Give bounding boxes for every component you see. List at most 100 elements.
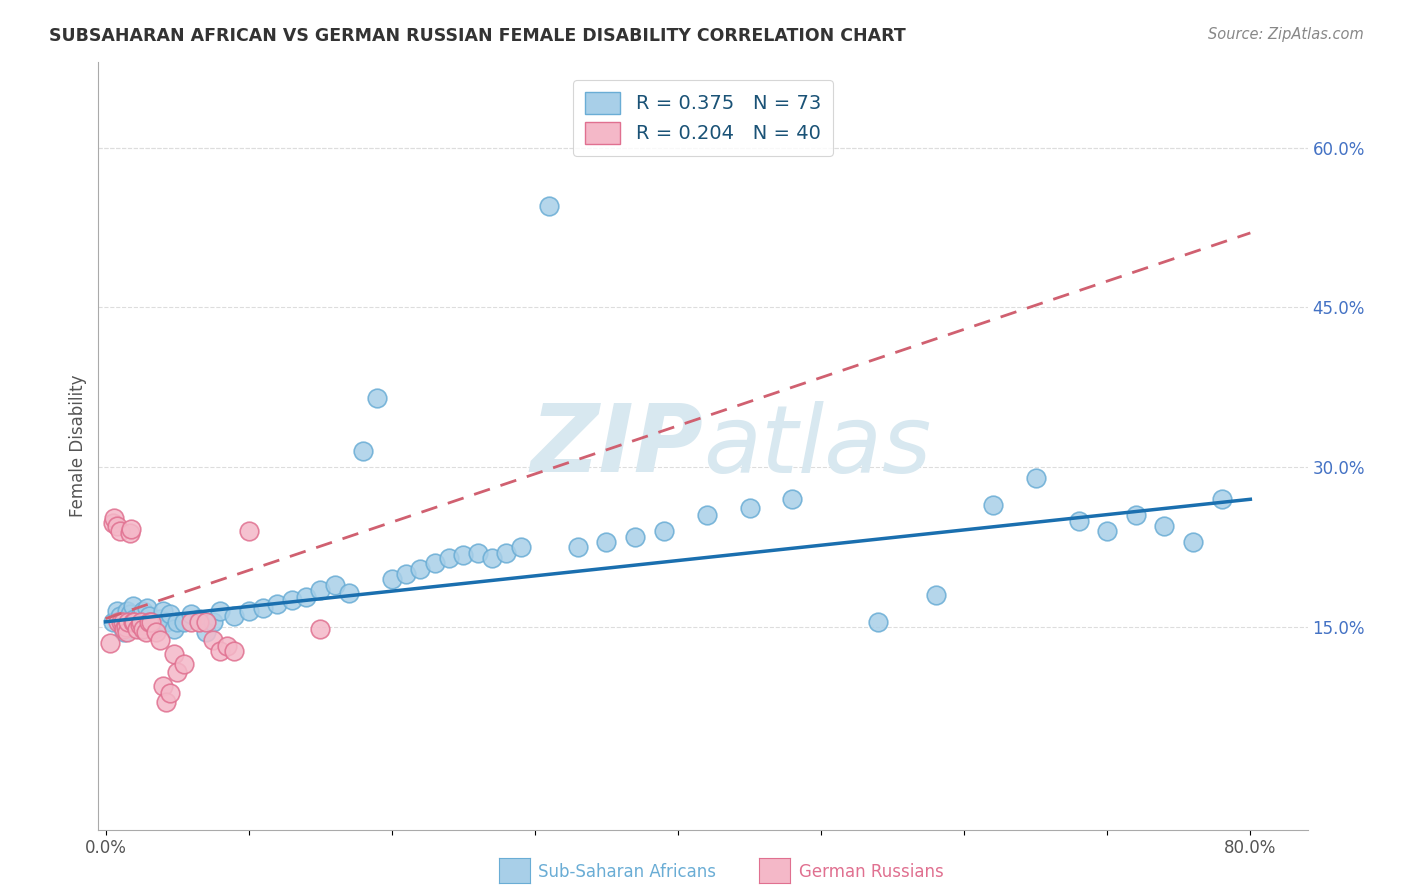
Point — [131, 622, 153, 636]
Point — [173, 657, 195, 672]
Point — [295, 591, 318, 605]
Point — [115, 604, 138, 618]
Point — [194, 625, 217, 640]
Point — [624, 530, 647, 544]
Point — [149, 632, 172, 647]
Point — [105, 519, 128, 533]
Point — [509, 540, 531, 554]
Text: ZIP: ZIP — [530, 400, 703, 492]
Point — [366, 391, 388, 405]
Legend: R = 0.375   N = 73, R = 0.204   N = 40: R = 0.375 N = 73, R = 0.204 N = 40 — [574, 79, 832, 156]
Point — [131, 615, 153, 629]
Text: Source: ZipAtlas.com: Source: ZipAtlas.com — [1208, 27, 1364, 42]
Text: German Russians: German Russians — [799, 863, 943, 881]
Point — [135, 625, 157, 640]
Point — [481, 550, 503, 565]
Point — [1067, 514, 1090, 528]
Point — [163, 622, 186, 636]
Point — [209, 604, 232, 618]
Point — [101, 615, 124, 629]
Point — [132, 604, 155, 618]
Point — [112, 622, 135, 636]
Point — [138, 615, 160, 629]
Point — [453, 548, 475, 562]
Point — [180, 607, 202, 622]
Point — [125, 622, 148, 636]
Point — [1025, 471, 1047, 485]
Point — [238, 524, 260, 539]
Point — [149, 612, 172, 626]
Point — [395, 566, 418, 581]
Point — [696, 508, 718, 523]
Text: Sub-Saharan Africans: Sub-Saharan Africans — [538, 863, 717, 881]
Point — [141, 615, 163, 629]
Point — [121, 615, 143, 629]
Point — [159, 607, 181, 622]
Point — [122, 612, 145, 626]
Point — [538, 199, 561, 213]
Point — [111, 615, 134, 629]
Y-axis label: Female Disability: Female Disability — [69, 375, 87, 517]
Point — [924, 588, 946, 602]
Point — [120, 522, 142, 536]
Point — [595, 535, 617, 549]
Point — [337, 586, 360, 600]
Point — [115, 625, 138, 640]
Point — [217, 640, 239, 654]
Point — [981, 498, 1004, 512]
Point — [155, 695, 177, 709]
Point — [118, 526, 141, 541]
Point — [108, 524, 131, 539]
Point — [1153, 519, 1175, 533]
Point — [352, 444, 374, 458]
Point — [224, 643, 246, 657]
Point — [495, 545, 517, 559]
Point — [224, 609, 246, 624]
Point — [105, 604, 128, 618]
Point — [129, 618, 152, 632]
Point — [145, 625, 167, 640]
Text: SUBSAHARAN AFRICAN VS GERMAN RUSSIAN FEMALE DISABILITY CORRELATION CHART: SUBSAHARAN AFRICAN VS GERMAN RUSSIAN FEM… — [49, 27, 905, 45]
Point — [120, 616, 142, 631]
Text: atlas: atlas — [703, 401, 931, 491]
Point — [117, 612, 139, 626]
Point — [238, 604, 260, 618]
Point — [187, 615, 209, 629]
Point — [252, 601, 274, 615]
Point — [280, 593, 302, 607]
Point — [129, 609, 152, 624]
Point — [868, 615, 890, 629]
Point — [209, 643, 232, 657]
Point — [117, 615, 139, 629]
Point — [173, 615, 195, 629]
Point — [143, 622, 166, 636]
Point — [125, 615, 148, 629]
Point — [437, 550, 460, 565]
Point — [112, 625, 135, 640]
Point — [567, 540, 589, 554]
Point — [101, 516, 124, 530]
Point — [166, 615, 188, 629]
Point — [782, 492, 804, 507]
Point — [738, 500, 761, 515]
Point — [467, 545, 489, 559]
Point — [152, 679, 174, 693]
Point — [266, 597, 288, 611]
Point — [201, 615, 224, 629]
Point — [146, 618, 169, 632]
Point — [1097, 524, 1119, 539]
Point — [98, 636, 121, 650]
Point — [309, 622, 332, 636]
Point — [309, 582, 332, 597]
Point — [108, 609, 131, 624]
Point — [423, 556, 446, 570]
Point — [138, 609, 160, 624]
Point — [152, 604, 174, 618]
Point — [194, 615, 217, 629]
Point — [1211, 492, 1233, 507]
Point — [323, 577, 346, 591]
Point — [166, 665, 188, 679]
Point — [132, 622, 155, 636]
Point — [141, 615, 163, 629]
Point — [135, 618, 157, 632]
